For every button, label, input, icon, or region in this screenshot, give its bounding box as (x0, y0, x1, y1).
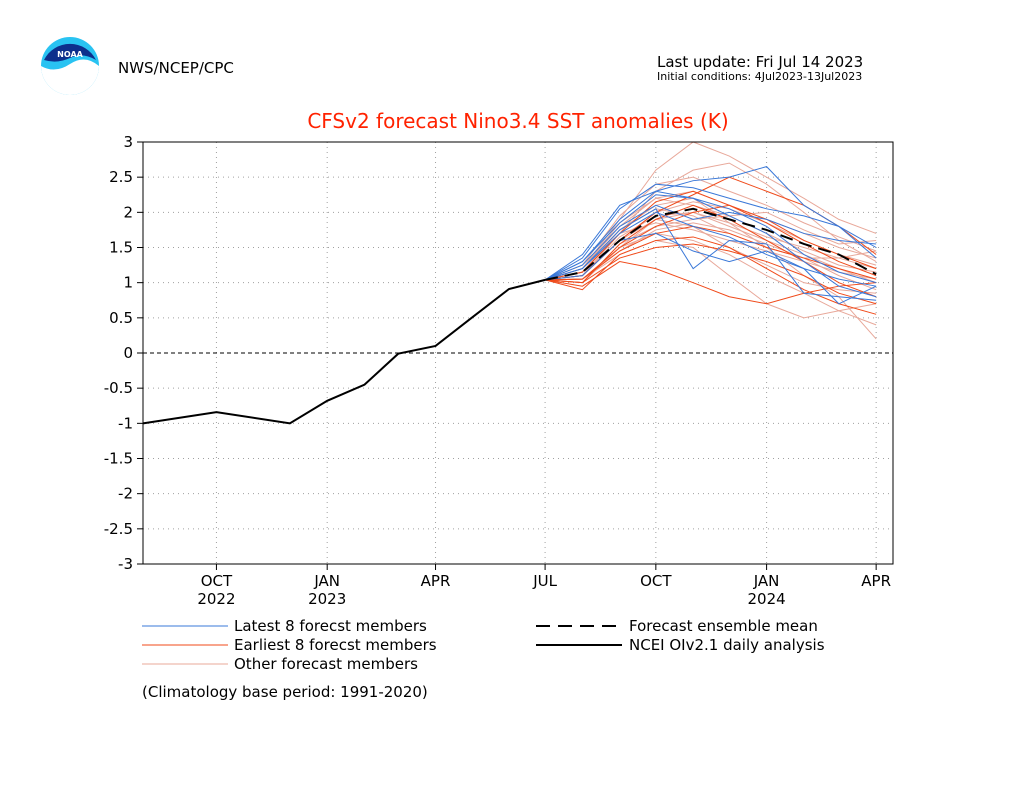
latest-member-line (545, 232, 877, 305)
y-tick-label: 0.5 (109, 309, 133, 327)
last-update: Last update: Fri Jul 14 2023 (657, 53, 863, 71)
x-tick-year: 2023 (308, 590, 346, 608)
y-axis: -3 -2.5 -2 -1.5 -1 -0.5 0 0.5 1 1.5 2 2.5 3 (104, 133, 143, 573)
latest-member-line (544, 204, 877, 281)
y-tick-label: 3 (123, 133, 133, 151)
latest-member-line (544, 190, 877, 284)
latest-member-line (544, 208, 877, 301)
forecast-members (544, 141, 877, 340)
y-tick-label: -3 (118, 555, 133, 573)
y-tick-label: 1.5 (109, 239, 133, 257)
legend-label-latest: Latest 8 forecst members (234, 617, 427, 635)
plot-frame (142, 141, 894, 565)
noaa-logo: NOAA (41, 37, 99, 95)
x-tick-label: APR (861, 572, 891, 590)
legend-label-analysis: NCEI OIv2.1 daily analysis (629, 636, 825, 654)
other-member-line (545, 162, 877, 281)
noaa-logo-text: NOAA (57, 50, 83, 59)
analysis-series-line (142, 278, 546, 425)
x-tick-label: OCT (201, 572, 233, 590)
x-tick-label: APR (421, 572, 451, 590)
x-tick-label: OCT (640, 572, 672, 590)
y-tick-label: -2.5 (104, 520, 133, 538)
legend-label-mean: Forecast ensemble mean (629, 617, 818, 635)
x-tick-year: 2022 (197, 590, 235, 608)
other-member-line (545, 239, 877, 319)
initial-conditions: Initial conditions: 4Jul2023-13Jul2023 (657, 70, 862, 83)
x-tick-label: JUL (532, 572, 557, 590)
y-tick-label: 1 (123, 274, 133, 292)
latest-member-line (544, 194, 877, 298)
y-tick-label: -2 (118, 485, 133, 503)
y-tick-label: 2 (123, 203, 133, 221)
x-tick-label: JAN (753, 572, 780, 590)
agency-label: NWS/NCEP/CPC (118, 59, 234, 77)
earliest-member-line (545, 261, 877, 305)
earliest-member-line (545, 204, 877, 298)
x-tick-label: JAN (313, 572, 340, 590)
mean-series-line (544, 207, 877, 281)
other-member-line (544, 190, 877, 281)
latest-member-line (544, 183, 877, 281)
latest-member-line (544, 166, 877, 281)
earliest-member-line (545, 243, 877, 305)
y-tick-label: -1 (118, 414, 133, 432)
y-tick-label: -0.5 (104, 379, 133, 397)
x-tick-year: 2024 (748, 590, 786, 608)
main-series (142, 207, 877, 425)
y-tick-label: 2.5 (109, 168, 133, 186)
y-tick-label: 0 (123, 344, 133, 362)
climatology-footnote: (Climatology base period: 1991-2020) (142, 683, 428, 701)
chart-title: CFSv2 forecast Nino3.4 SST anomalies (K) (307, 109, 728, 133)
other-member-line (544, 141, 877, 281)
legend-label-other: Other forecast members (234, 655, 418, 673)
earliest-member-line (544, 236, 877, 315)
legend-label-earliest: Earliest 8 forecst members (234, 636, 437, 654)
earliest-member-line (544, 190, 877, 281)
y-tick-label: -1.5 (104, 450, 133, 468)
